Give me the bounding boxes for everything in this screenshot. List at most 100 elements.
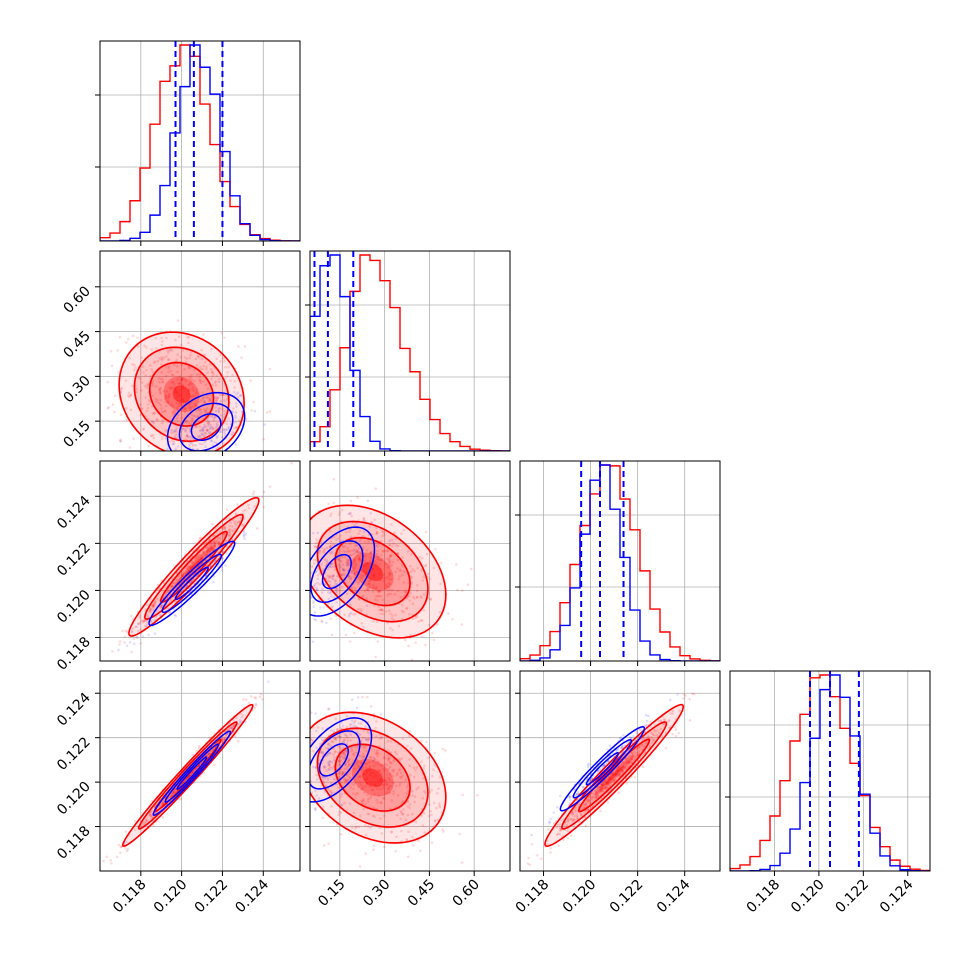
- red-sample-point: [154, 346, 158, 350]
- red-sample-point: [530, 842, 534, 846]
- red-sample-point: [433, 763, 436, 767]
- red-sample-point: [575, 813, 578, 816]
- blue-sample-point: [331, 577, 335, 581]
- red-sample-point: [559, 828, 563, 832]
- red-sample-point: [343, 752, 347, 755]
- red-sample-point: [213, 381, 217, 384]
- red-sample-point: [361, 695, 364, 699]
- red-sample-point: [160, 407, 163, 410]
- red-sample-point: [232, 407, 235, 410]
- red-sample-point: [123, 635, 127, 639]
- blue-sample-point: [358, 733, 362, 736]
- red-sample-point: [346, 561, 349, 565]
- red-sample-point: [364, 519, 367, 523]
- y-tick-label: 0.118: [54, 634, 94, 674]
- red-sample-point: [414, 616, 418, 619]
- red-sample-point: [213, 541, 217, 544]
- red-sample-point: [158, 586, 162, 589]
- red-sample-point: [187, 457, 190, 460]
- red-sample-point: [388, 778, 391, 782]
- blue-sample-point: [152, 421, 156, 425]
- red-sample-point: [163, 409, 167, 413]
- red-sample-point: [164, 394, 167, 397]
- red-sample-point: [441, 828, 444, 831]
- red-sample-point: [204, 360, 207, 364]
- red-sample-point: [119, 438, 122, 441]
- red-sample-point: [328, 575, 332, 579]
- blue-sample-point: [203, 440, 207, 444]
- red-sample-point: [394, 613, 397, 617]
- red-sample-point: [301, 534, 304, 537]
- red-sample-point: [652, 738, 656, 742]
- red-sample-point: [388, 574, 391, 577]
- y-tick-label: 0.124: [54, 690, 94, 730]
- red-sample-point: [160, 801, 164, 804]
- red-sample-point: [139, 824, 143, 828]
- red-sample-point: [151, 420, 155, 424]
- red-sample-point: [254, 704, 258, 707]
- red-sample-point: [143, 619, 146, 622]
- red-sample-point: [189, 353, 192, 357]
- red-sample-point: [359, 559, 362, 562]
- red-sample-point: [173, 363, 176, 367]
- red-sample-point: [379, 540, 383, 543]
- red-sample-point: [345, 592, 349, 595]
- red-sample-point: [628, 758, 632, 762]
- blue-sample-point: [336, 557, 340, 561]
- red-sample-point: [152, 601, 156, 605]
- blue-sample-point: [190, 437, 194, 440]
- blue-sample-point: [380, 736, 383, 740]
- red-sample-point: [392, 781, 395, 785]
- red-sample-point: [389, 761, 392, 765]
- red-sample-point: [365, 782, 369, 786]
- red-sample-point: [377, 605, 381, 609]
- red-sample-point: [345, 725, 349, 729]
- red-sample-point: [371, 590, 375, 593]
- blue-sample-point: [328, 760, 331, 763]
- red-sample-point: [333, 750, 337, 754]
- red-sample-point: [344, 779, 348, 782]
- red-sample-point: [136, 629, 140, 633]
- red-sample-point: [363, 791, 366, 795]
- blue-sample-point: [379, 713, 383, 716]
- blue-sample-point: [571, 811, 575, 815]
- red-sample-point: [387, 592, 391, 596]
- red-sample-point: [150, 433, 154, 437]
- red-sample-point: [236, 739, 240, 743]
- red-sample-point: [199, 408, 203, 411]
- blue-sample-point: [388, 539, 391, 543]
- blue-sample-point: [321, 779, 325, 782]
- red-sample-point: [596, 793, 600, 797]
- red-sample-point: [365, 749, 368, 753]
- red-sample-point: [139, 642, 142, 645]
- red-sample-point: [387, 767, 390, 771]
- red-sample-point: [558, 826, 562, 829]
- red-sample-point: [209, 541, 213, 545]
- blue-sample-point: [330, 565, 333, 569]
- red-sample-point: [574, 806, 578, 810]
- red-sample-point: [328, 574, 332, 578]
- red-sample-point: [347, 549, 351, 553]
- red-sample-point: [312, 562, 316, 565]
- red-sample-point: [423, 564, 427, 568]
- blue-sample-point: [314, 618, 318, 622]
- red-sample-point: [546, 828, 550, 831]
- red-sample-point: [637, 745, 641, 749]
- red-sample-point: [244, 417, 248, 421]
- red-sample-point: [336, 745, 340, 748]
- red-sample-point: [181, 574, 185, 578]
- red-sample-point: [408, 599, 412, 602]
- red-sample-point: [372, 619, 375, 623]
- blue-sample-point: [200, 433, 204, 436]
- panel-1-0: 0.150.300.450.60: [60, 250, 301, 467]
- red-sample-point: [364, 833, 368, 837]
- red-sample-point: [341, 773, 344, 776]
- red-sample-point: [380, 763, 384, 767]
- red-sample-point: [399, 771, 403, 775]
- red-sample-point: [221, 527, 225, 531]
- red-sample-point: [153, 411, 156, 415]
- blue-sample-point: [314, 766, 317, 769]
- red-sample-point: [653, 734, 656, 737]
- red-sample-point: [288, 801, 291, 804]
- blue-sample-point: [191, 464, 194, 467]
